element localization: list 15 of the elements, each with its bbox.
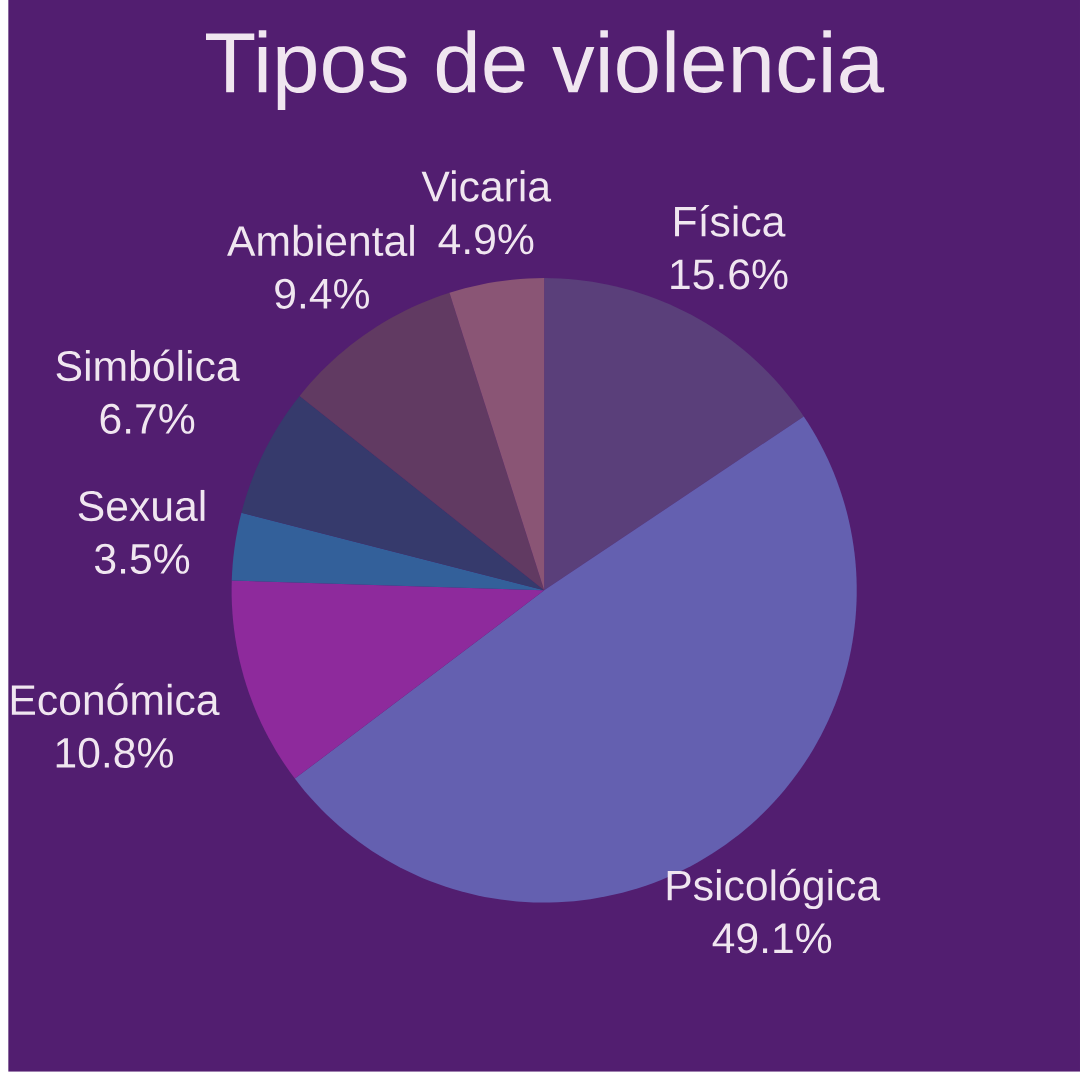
slice-label: Psicológica xyxy=(667,868,881,910)
slice-label: Económica xyxy=(11,683,220,716)
data-label: 9.4% xyxy=(275,278,369,310)
slice-label: Simbólica xyxy=(56,349,240,382)
slice-label: Vicaria xyxy=(421,170,552,202)
data-label: 15.6% xyxy=(671,259,788,290)
data-label: 10.8% xyxy=(56,737,173,769)
data-label: 3.5% xyxy=(94,543,190,575)
slice-label: Sexual xyxy=(78,490,205,522)
slice-label: Física xyxy=(675,205,786,237)
data-label: 6.7% xyxy=(100,403,195,435)
data-label: 49.1% xyxy=(712,923,832,954)
slice-label: Ambiental xyxy=(227,225,414,257)
chart-title: Tipos de violencia xyxy=(206,30,885,111)
data-label: 4.9% xyxy=(438,224,534,255)
